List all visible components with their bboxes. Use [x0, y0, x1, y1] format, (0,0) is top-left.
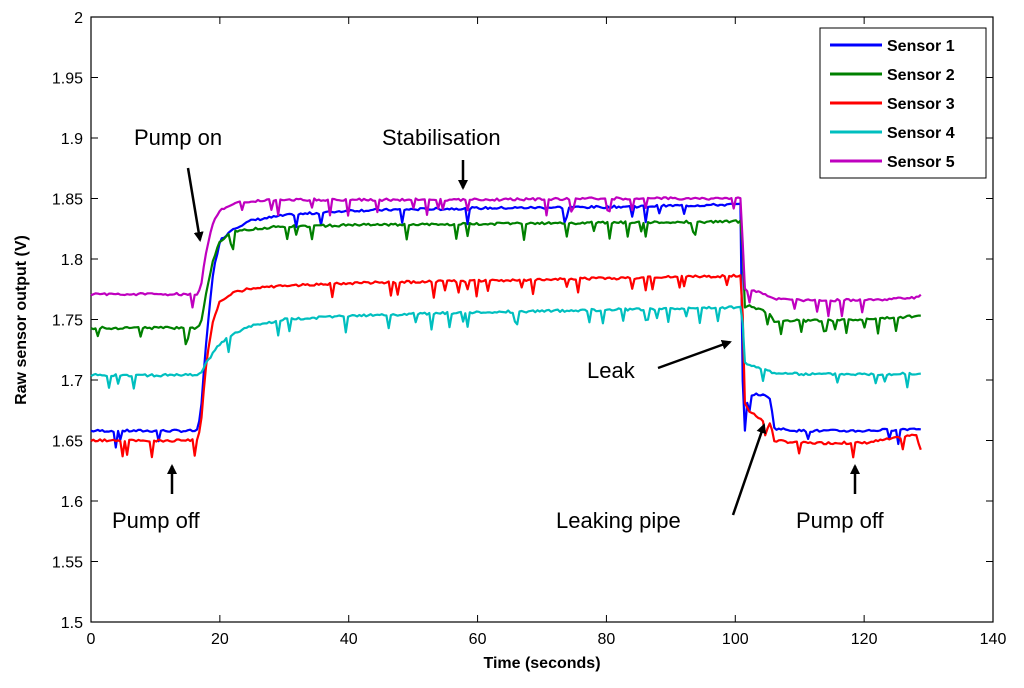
legend: Sensor 1 Sensor 2 Sensor 3 Sensor 4 Sensor 5: [819, 27, 987, 179]
y-tick-label: 1.8: [61, 252, 83, 269]
series-lines: [90, 196, 922, 459]
y-tick-label: 1.65: [52, 434, 83, 451]
x-tick-label: 140: [980, 631, 1007, 648]
arrow-pump-on: [186, 167, 204, 242]
arrow-leak: [657, 340, 732, 370]
series-line-2: [90, 219, 921, 346]
legend-label-5: Sensor 5: [887, 154, 955, 171]
y-axis: 1.5 1.55 1.6 1.65 1.7 1.75 1.8 1.85 1.9 1.95 2: [52, 10, 993, 632]
series-line-3: [90, 273, 922, 459]
x-tick-label: 40: [340, 631, 358, 648]
y-tick-label: 2: [74, 10, 83, 27]
annotation-pump-off-right: Pump off: [796, 508, 885, 533]
legend-label-2: Sensor 2: [887, 67, 955, 84]
annotation-stabilisation: Stabilisation: [382, 125, 501, 150]
x-tick-label: 0: [87, 631, 96, 648]
y-tick-label: 1.7: [61, 373, 83, 390]
x-tick-label: 100: [722, 631, 749, 648]
arrow-leaking-pipe: [731, 423, 767, 516]
x-tick-label: 80: [598, 631, 616, 648]
annotations: Pump on Stabilisation Pump off Leak Leak…: [112, 125, 885, 533]
legend-label-4: Sensor 4: [887, 125, 955, 142]
y-tick-label: 1.95: [52, 71, 83, 88]
series-line-4: [90, 305, 921, 390]
annotation-leak: Leak: [587, 358, 636, 383]
y-axis-title: Raw sensor output (V): [13, 235, 30, 405]
x-axis: 0 20 40 60 80 100 120 140: [87, 17, 1007, 648]
x-tick-label: 120: [851, 631, 878, 648]
legend-label-1: Sensor 1: [887, 38, 955, 55]
legend-label-3: Sensor 3: [887, 96, 955, 113]
y-tick-label: 1.5: [61, 615, 83, 632]
annotation-pump-on: Pump on: [134, 125, 222, 150]
x-axis-title: Time (seconds): [483, 655, 600, 672]
x-tick-label: 60: [469, 631, 487, 648]
series-line-1: [90, 202, 921, 449]
y-tick-label: 1.6: [61, 494, 83, 511]
y-tick-label: 1.55: [52, 555, 83, 572]
annotation-pump-off-left: Pump off: [112, 508, 201, 533]
x-tick-label: 20: [211, 631, 229, 648]
y-tick-label: 1.85: [52, 192, 83, 209]
annotation-leaking-pipe: Leaking pipe: [556, 508, 681, 533]
y-tick-label: 1.75: [52, 313, 83, 330]
series-line-5: [90, 196, 922, 318]
y-tick-label: 1.9: [61, 131, 83, 148]
